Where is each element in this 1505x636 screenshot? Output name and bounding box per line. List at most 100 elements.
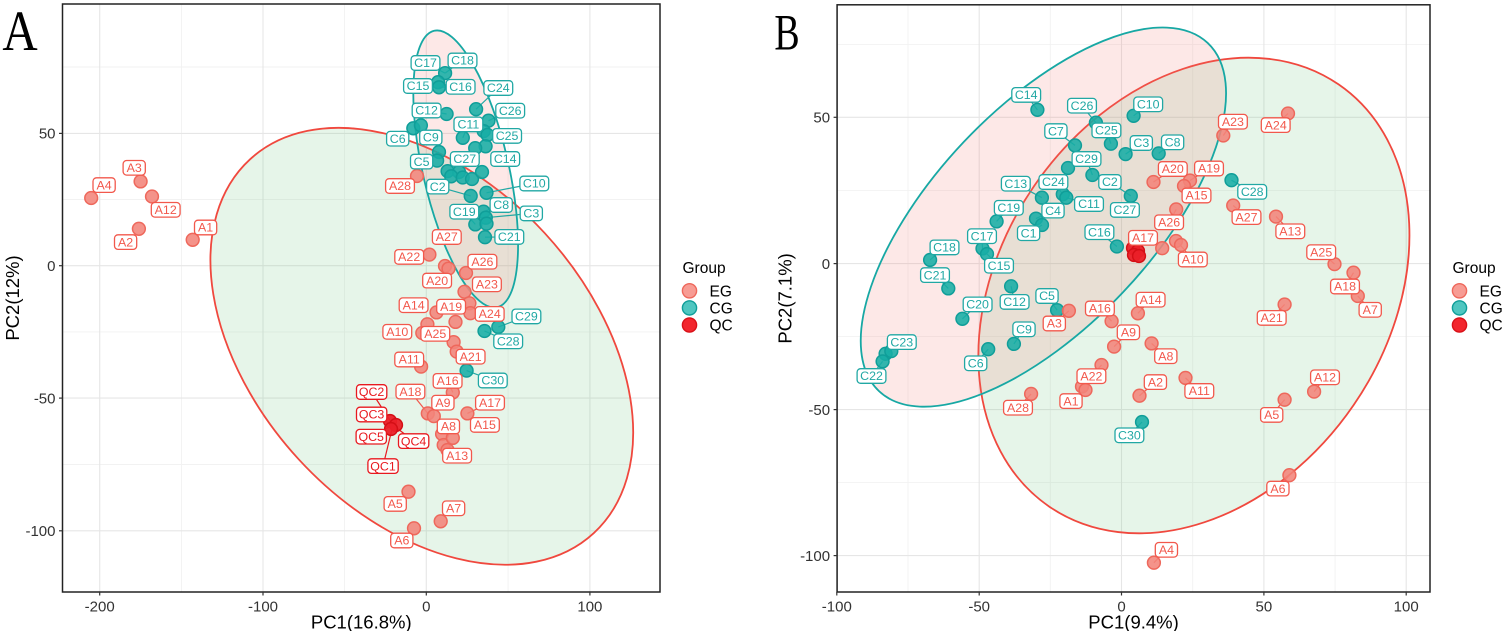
svg-text:C15: C15 — [407, 79, 430, 93]
svg-text:Group: Group — [1453, 260, 1496, 277]
svg-text:A25: A25 — [1310, 245, 1332, 259]
svg-text:C8: C8 — [1165, 136, 1181, 150]
svg-text:A10: A10 — [1182, 253, 1204, 267]
svg-text:100: 100 — [577, 599, 602, 616]
svg-text:A28: A28 — [1007, 401, 1029, 415]
svg-text:A18: A18 — [1334, 280, 1356, 294]
svg-text:A4: A4 — [97, 178, 112, 192]
svg-text:A3: A3 — [1047, 317, 1062, 331]
svg-text:-50: -50 — [968, 599, 990, 616]
svg-text:QC5: QC5 — [358, 430, 384, 444]
svg-text:A20: A20 — [426, 274, 448, 288]
svg-text:QC3: QC3 — [359, 408, 385, 422]
svg-text:C23: C23 — [890, 335, 913, 349]
svg-text:-200: -200 — [85, 599, 115, 616]
svg-text:A10: A10 — [386, 325, 408, 339]
svg-text:A11: A11 — [1189, 384, 1210, 398]
svg-text:C30: C30 — [1118, 429, 1141, 443]
svg-text:C29: C29 — [515, 310, 538, 324]
svg-text:EG: EG — [710, 283, 732, 300]
svg-text:C28: C28 — [497, 335, 520, 349]
svg-text:C2: C2 — [430, 180, 446, 194]
svg-text:A4: A4 — [1159, 543, 1174, 557]
svg-text:A12: A12 — [155, 203, 177, 217]
svg-text:A22: A22 — [1080, 369, 1102, 383]
svg-text:A12: A12 — [1314, 371, 1336, 385]
svg-text:C5: C5 — [414, 155, 430, 169]
svg-text:C7: C7 — [1048, 124, 1064, 138]
svg-text:A5: A5 — [388, 497, 403, 511]
svg-text:-100: -100 — [822, 599, 852, 616]
svg-text:A: A — [2, 0, 38, 63]
svg-text:-50: -50 — [34, 390, 56, 407]
svg-text:A8: A8 — [1158, 349, 1173, 363]
svg-text:A17: A17 — [479, 396, 501, 410]
svg-text:A27: A27 — [1235, 210, 1257, 224]
svg-text:A25: A25 — [424, 327, 446, 341]
svg-text:A13: A13 — [446, 449, 468, 463]
svg-text:C9: C9 — [423, 131, 439, 145]
svg-text:A18: A18 — [399, 385, 421, 399]
svg-text:-50: -50 — [808, 402, 830, 419]
svg-text:A19: A19 — [1198, 162, 1220, 176]
svg-text:A15: A15 — [1185, 189, 1207, 203]
svg-text:C11: C11 — [457, 118, 479, 132]
svg-text:C21: C21 — [498, 230, 521, 244]
svg-text:A26: A26 — [1158, 216, 1180, 230]
svg-text:C18: C18 — [451, 54, 474, 68]
svg-text:PC1(16.8%): PC1(16.8%) — [311, 612, 412, 632]
svg-text:CG: CG — [1480, 300, 1503, 317]
svg-text:50: 50 — [1256, 599, 1273, 616]
svg-text:C2: C2 — [1102, 175, 1118, 189]
svg-text:A7: A7 — [446, 502, 461, 516]
svg-text:A1: A1 — [198, 221, 213, 235]
svg-text:C19: C19 — [997, 201, 1020, 215]
svg-text:C6: C6 — [390, 132, 406, 146]
svg-text:A14: A14 — [1140, 293, 1162, 307]
svg-text:C24: C24 — [1042, 175, 1065, 189]
svg-text:C29: C29 — [1075, 152, 1098, 166]
svg-text:A3: A3 — [127, 161, 142, 175]
svg-text:C19: C19 — [453, 205, 476, 219]
svg-text:C3: C3 — [523, 207, 539, 221]
svg-text:A2: A2 — [1148, 375, 1163, 389]
svg-text:A17: A17 — [1132, 231, 1154, 245]
svg-text:C12: C12 — [1003, 295, 1026, 309]
svg-text:-100: -100 — [800, 548, 830, 565]
svg-text:C16: C16 — [449, 80, 472, 94]
svg-text:0: 0 — [47, 258, 55, 275]
svg-text:100: 100 — [1394, 599, 1419, 616]
svg-text:A23: A23 — [476, 278, 498, 292]
svg-text:50: 50 — [813, 110, 830, 127]
svg-text:C3: C3 — [1133, 136, 1149, 150]
svg-text:C10: C10 — [523, 177, 546, 191]
svg-text:C17: C17 — [414, 56, 437, 70]
svg-text:A16: A16 — [437, 374, 459, 388]
svg-text:A14: A14 — [403, 298, 425, 312]
svg-text:A13: A13 — [1279, 225, 1301, 239]
svg-text:C27: C27 — [1114, 203, 1137, 217]
svg-text:C26: C26 — [1071, 99, 1094, 113]
svg-text:C28: C28 — [1241, 185, 1264, 199]
svg-text:C16: C16 — [1088, 225, 1111, 239]
svg-text:A1: A1 — [1063, 394, 1078, 408]
svg-text:A20: A20 — [1162, 162, 1184, 176]
svg-text:A2: A2 — [118, 235, 133, 249]
svg-text:C24: C24 — [487, 81, 510, 95]
svg-text:A5: A5 — [1264, 408, 1279, 422]
svg-text:A24: A24 — [479, 307, 501, 321]
svg-text:A23: A23 — [1222, 115, 1244, 129]
svg-text:C10: C10 — [1137, 98, 1160, 112]
svg-text:0: 0 — [422, 599, 430, 616]
svg-text:C26: C26 — [499, 104, 522, 118]
svg-text:C13: C13 — [1004, 177, 1027, 191]
svg-text:0: 0 — [822, 256, 830, 273]
svg-text:A8: A8 — [441, 420, 456, 434]
svg-text:C12: C12 — [415, 104, 438, 118]
svg-text:Group: Group — [683, 260, 726, 277]
svg-text:PC2(7.1%): PC2(7.1%) — [775, 253, 796, 343]
svg-text:CG: CG — [710, 300, 733, 317]
svg-text:QC: QC — [1480, 318, 1503, 335]
svg-text:A7: A7 — [1363, 303, 1378, 317]
svg-text:C8: C8 — [493, 198, 509, 212]
